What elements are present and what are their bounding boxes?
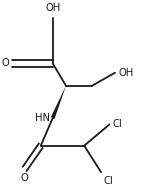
Text: HN: HN: [35, 113, 50, 123]
Text: OH: OH: [119, 68, 134, 78]
Text: Cl: Cl: [104, 176, 114, 186]
Text: O: O: [21, 174, 28, 184]
Polygon shape: [51, 86, 66, 119]
Text: O: O: [1, 58, 9, 68]
Text: OH: OH: [45, 3, 60, 13]
Text: Cl: Cl: [113, 119, 123, 129]
